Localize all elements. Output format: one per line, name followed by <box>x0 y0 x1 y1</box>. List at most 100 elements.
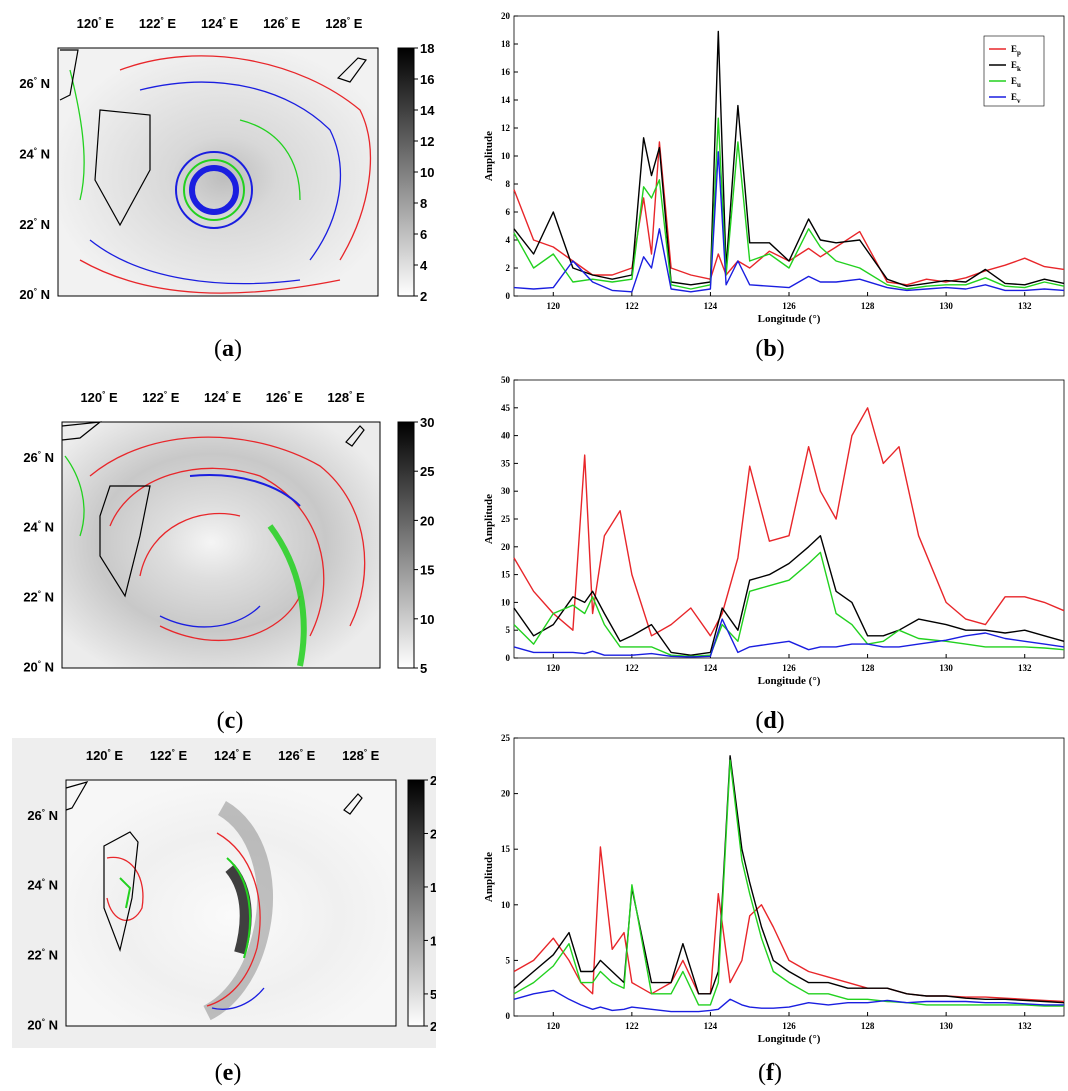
colorbar-tick-label: 20 <box>420 513 434 528</box>
x-tick-label: 126 <box>782 1021 796 1031</box>
colorbar-tick-label: 5 <box>420 661 427 676</box>
colorbar-tick-label: 25 <box>430 773 436 788</box>
lon-tick-label: 120° E <box>80 390 118 405</box>
lon-tick-label: 122° E <box>142 390 180 405</box>
legend-box <box>983 35 1045 107</box>
y-tick-label: 20 <box>501 789 511 799</box>
map-frame-c <box>61 421 381 669</box>
line-panel-b: 120 122 124 126 128 130 132 0 2 4 6 8 10 12 14 16 18 20 Lo… <box>478 0 1068 340</box>
legend-label: Ep <box>1011 44 1021 57</box>
line-panel-f: 120 122 124 126 128 130 132 0 5 10 15 20 25 Longitude… <box>478 730 1068 1070</box>
lon-tick-label: 126° E <box>278 748 316 763</box>
lon-tick-label: 122° E <box>139 16 177 31</box>
map-e-svg: 120° E 122° E 124° E 126° E 128° E 20° N 22° … <box>27 748 436 1034</box>
lat-tick-label: 26° N <box>27 808 58 823</box>
map-c-svg: 120° E 122° E 124° E 126° E 128° E 20° N 22° … <box>23 390 434 676</box>
y-tick-label: 16 <box>501 67 511 77</box>
colorbar-e <box>407 779 425 1027</box>
x-tick-label: 130 <box>939 663 953 673</box>
x-tick-label: 120 <box>547 1021 561 1031</box>
y-tick-label: 35 <box>501 458 511 468</box>
series-line-Ev <box>513 989 1064 1013</box>
colorbar-tick-label: 2 <box>430 1019 436 1034</box>
caption-a: (a) <box>214 336 242 362</box>
series-line-Eu <box>513 759 1064 1007</box>
y-tick-label: 10 <box>501 151 511 161</box>
lat-tick-label: 20° N <box>23 659 54 674</box>
x-tick-label: 132 <box>1018 1021 1032 1031</box>
colorbar-tick-label: 10 <box>420 165 434 180</box>
y-tick-label: 45 <box>501 403 511 413</box>
series-line-Ep <box>513 407 1065 637</box>
lon-tick-label: 128° E <box>327 390 365 405</box>
y-tick-label: 4 <box>506 235 511 245</box>
line-chart-b: 120 122 124 126 128 130 132 0 2 4 6 8 10 12 14 16 18 20 Lo… <box>483 11 1065 325</box>
y-tick-label: 20 <box>501 542 511 552</box>
y-tick-label: 5 <box>506 625 511 635</box>
map-frame-e <box>65 779 397 1027</box>
series-line-Ep <box>513 141 1065 286</box>
x-tick-label: 128 <box>861 301 875 311</box>
colorbar-tick-label: 4 <box>420 258 428 273</box>
lon-tick-label: 128° E <box>342 748 380 763</box>
lat-tick-label: 26° N <box>23 450 54 465</box>
colorbar-tick-label: 20 <box>430 826 436 841</box>
y-tick-label: 40 <box>501 431 511 441</box>
lat-tick-label: 24° N <box>23 520 54 535</box>
x-tick-label: 120 <box>547 301 561 311</box>
lon-tick-label: 122° E <box>150 748 188 763</box>
series-line-Eu <box>513 551 1065 657</box>
colorbar-tick-label: 18 <box>420 41 434 56</box>
lat-tick-label: 22° N <box>27 947 58 962</box>
line-chart-d: 120 122 124 126 128 130 132 0 5 10 15 20 25 30 35 40 45 5… <box>483 375 1065 687</box>
colorbar-tick-label: 14 <box>420 103 435 118</box>
lon-tick-label: 124° E <box>201 16 239 31</box>
map-panel-e: 120° E 122° E 124° E 126° E 128° E 20° N 22° … <box>12 738 436 1048</box>
y-tick-label: 10 <box>501 900 511 910</box>
x-tick-label: 124 <box>704 1021 718 1031</box>
x-tick-label: 130 <box>939 1021 953 1031</box>
series-line-Ek <box>513 534 1065 656</box>
lat-tick-label: 20° N <box>27 1017 58 1032</box>
colorbar-a <box>397 47 415 297</box>
colorbar-tick-label: 12 <box>420 134 434 149</box>
caption-c: (c) <box>216 708 244 734</box>
y-tick-label: 5 <box>506 955 511 965</box>
y-tick-label: 30 <box>501 486 511 496</box>
caption-f: (f) <box>758 1060 782 1086</box>
x-tick-label: 126 <box>782 301 796 311</box>
colorbar-tick-label: 6 <box>420 227 427 242</box>
y-tick-label: 50 <box>501 375 511 385</box>
y-tick-label: 0 <box>506 291 511 301</box>
colorbar-tick-label: 5 <box>430 987 436 1002</box>
colorbar-tick-label: 10 <box>420 612 434 627</box>
colorbar-ticks-c: 5 10 15 20 25 30 <box>414 415 434 676</box>
y-axis-label: Amplitude <box>483 131 495 181</box>
x-tick-label: 122 <box>625 663 639 673</box>
y-tick-label: 14 <box>501 95 511 105</box>
lon-tick-label: 120° E <box>77 16 115 31</box>
series-line-Ek <box>513 30 1065 287</box>
y-tick-label: 15 <box>501 844 511 854</box>
lon-tick-label: 124° E <box>204 390 242 405</box>
x-tick-label: 122 <box>625 301 639 311</box>
map-a-svg: 120° E 122° E 124° E 126° E 128° E 20° N 22° … <box>19 16 435 304</box>
contours-a <box>59 49 371 294</box>
legend-label: Ev <box>1011 92 1021 105</box>
plot-area <box>513 737 1065 1017</box>
x-axis-label: Longitude (°) <box>758 675 821 687</box>
x-tick-label: 120 <box>547 663 561 673</box>
series-line-Eu <box>513 117 1065 290</box>
series-line-Ev <box>513 618 1065 658</box>
x-axis-label: Longitude (°) <box>758 1033 821 1045</box>
x-tick-label: 128 <box>861 1021 875 1031</box>
lon-tick-label: 124° E <box>214 748 252 763</box>
colorbar-tick-label: 30 <box>420 415 434 430</box>
plot-area <box>513 15 1065 297</box>
y-tick-label: 0 <box>506 1011 511 1021</box>
colorbar-tick-label: 8 <box>420 196 427 211</box>
series-line-Ek <box>513 755 1065 1004</box>
x-tick-label: 130 <box>939 301 953 311</box>
series-line-Ev <box>513 151 1065 293</box>
y-tick-label: 18 <box>501 39 511 49</box>
